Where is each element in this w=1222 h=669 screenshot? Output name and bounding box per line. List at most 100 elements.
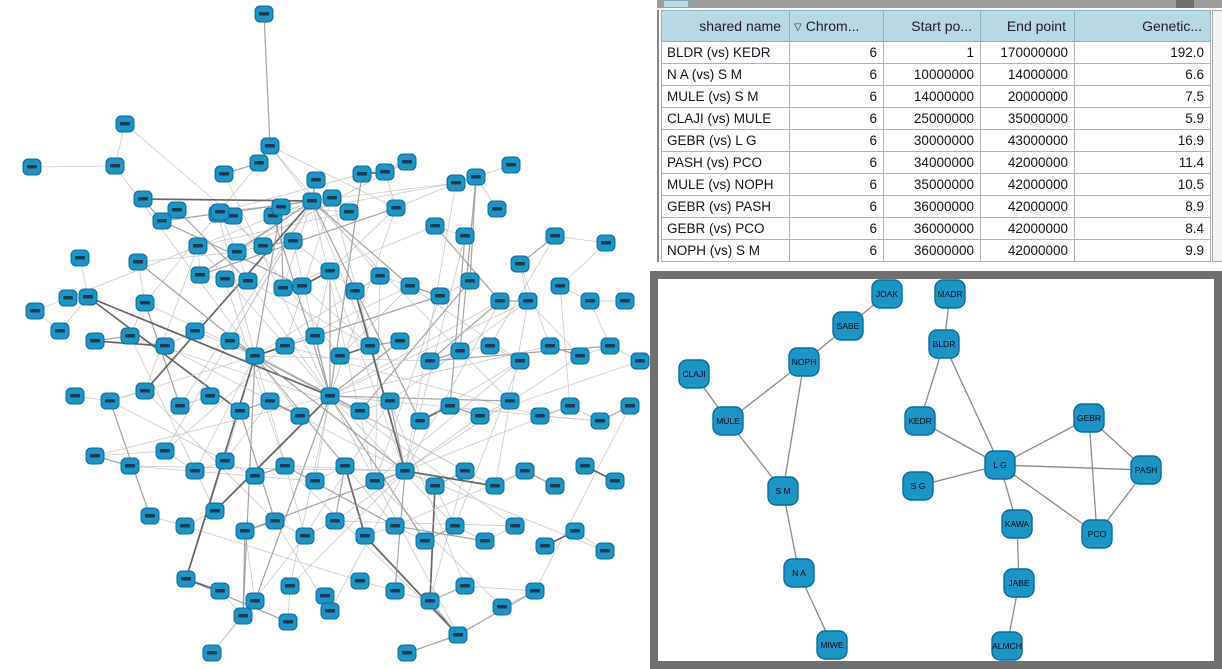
network-node-gebr[interactable]: GEBR — [1073, 403, 1105, 433]
network-node[interactable] — [350, 402, 370, 420]
network-node-almch[interactable]: ALMCH — [991, 631, 1023, 661]
table-cell[interactable]: 25000000 — [883, 107, 981, 130]
network-node[interactable] — [480, 337, 500, 355]
column-header-genetic[interactable]: Genetic... — [1074, 10, 1211, 42]
network-node[interactable] — [210, 203, 230, 221]
table-cell[interactable]: CLAJI (vs) MULE — [661, 107, 790, 130]
table-row[interactable]: N A (vs) S M 6 10000000 14000000 6.6 — [661, 63, 1211, 86]
network-node[interactable] — [420, 592, 440, 610]
table-cell[interactable]: GEBR (vs) L G — [661, 129, 790, 152]
network-node-noph[interactable]: NOPH — [788, 347, 820, 377]
table-row[interactable]: PASH (vs) PCO 6 34000000 42000000 11.4 — [661, 151, 1211, 174]
network-node[interactable] — [385, 582, 405, 600]
network-node[interactable] — [596, 234, 616, 252]
table-row[interactable]: GEBR (vs) PCO 6 36000000 42000000 8.4 — [661, 217, 1211, 240]
table-row[interactable]: NOPH (vs) S M 6 36000000 42000000 9.9 — [661, 239, 1211, 262]
network-node[interactable] — [385, 517, 405, 535]
network-node[interactable] — [120, 457, 140, 475]
network-node[interactable] — [570, 347, 590, 365]
table-cell[interactable]: 5.9 — [1074, 107, 1211, 130]
network-node[interactable] — [370, 267, 390, 285]
network-node-lg[interactable]: L G — [984, 450, 1016, 480]
table-cell[interactable]: 42000000 — [980, 239, 1075, 262]
network-node[interactable] — [305, 327, 325, 345]
network-node[interactable] — [550, 277, 570, 295]
network-node[interactable] — [360, 337, 380, 355]
network-node[interactable] — [210, 582, 230, 600]
network-node[interactable] — [260, 392, 280, 410]
network-node[interactable] — [475, 532, 495, 550]
network-node[interactable] — [500, 392, 520, 410]
network-node[interactable] — [615, 292, 635, 310]
table-cell[interactable]: 36000000 — [883, 239, 981, 262]
network-node[interactable] — [397, 153, 417, 171]
network-node[interactable] — [120, 327, 140, 345]
table-cell[interactable]: 16.9 — [1074, 129, 1211, 152]
network-node[interactable] — [22, 158, 42, 176]
network-node[interactable] — [595, 542, 615, 560]
network-node[interactable] — [85, 332, 105, 350]
network-node-sg[interactable]: S G — [902, 471, 934, 501]
network-node[interactable] — [135, 382, 155, 400]
network-node[interactable] — [501, 156, 521, 174]
table-row[interactable]: MULE (vs) NOPH 6 35000000 42000000 10.5 — [661, 173, 1211, 196]
network-node[interactable] — [65, 387, 85, 405]
table-cell[interactable]: 6 — [789, 173, 884, 196]
network-node[interactable] — [485, 477, 505, 495]
table-cell[interactable]: 35000000 — [980, 107, 1075, 130]
network-node[interactable] — [320, 387, 340, 405]
table-cell[interactable]: 20000000 — [980, 85, 1075, 108]
network-node-sabe[interactable]: SABE — [832, 311, 864, 341]
table-cell[interactable]: 10000000 — [883, 63, 981, 86]
network-node[interactable] — [448, 626, 468, 644]
table-cell[interactable]: 6 — [789, 85, 884, 108]
column-header-endpoint[interactable]: End point — [980, 10, 1075, 42]
network-node[interactable] — [365, 472, 385, 490]
network-node[interactable] — [265, 512, 285, 530]
network-node-mule[interactable]: MULE — [712, 406, 744, 436]
table-cell[interactable]: 6 — [789, 195, 884, 218]
network-node[interactable] — [425, 477, 445, 495]
network-node[interactable] — [540, 337, 560, 355]
network-node[interactable] — [510, 352, 530, 370]
network-node[interactable] — [105, 157, 125, 175]
network-node[interactable] — [175, 517, 195, 535]
network-node[interactable] — [525, 582, 545, 600]
network-node[interactable] — [535, 537, 555, 555]
network-node[interactable] — [245, 592, 265, 610]
network-node[interactable] — [355, 527, 375, 545]
table-cell[interactable]: 6 — [789, 129, 884, 152]
table-row[interactable]: GEBR (vs) L G 6 30000000 43000000 16.9 — [661, 129, 1211, 152]
network-node[interactable] — [230, 402, 250, 420]
table-cell[interactable]: 43000000 — [980, 129, 1075, 152]
network-node[interactable] — [260, 137, 280, 155]
network-node[interactable] — [233, 607, 253, 625]
network-node[interactable] — [133, 190, 153, 208]
network-node[interactable] — [455, 227, 475, 245]
table-cell[interactable]: 7.5 — [1074, 85, 1211, 108]
network-node[interactable] — [345, 282, 365, 300]
table-cell[interactable]: BLDR (vs) KEDR — [661, 41, 790, 64]
network-node[interactable] — [335, 457, 355, 475]
table-cell[interactable]: 8.9 — [1074, 195, 1211, 218]
network-node[interactable] — [200, 387, 220, 405]
network-node[interactable] — [375, 163, 395, 181]
table-cell[interactable]: NOPH (vs) S M — [661, 239, 790, 262]
table-cell[interactable]: 10.5 — [1074, 173, 1211, 196]
network-node[interactable] — [253, 237, 273, 255]
network-node[interactable] — [140, 507, 160, 525]
network-node[interactable] — [320, 262, 340, 280]
table-cell[interactable]: 6 — [789, 151, 884, 174]
network-node[interactable] — [620, 397, 640, 415]
network-node[interactable] — [575, 457, 595, 475]
network-node[interactable] — [155, 442, 175, 460]
table-row[interactable]: CLAJI (vs) MULE 6 25000000 35000000 5.9 — [661, 107, 1211, 130]
table-tab-fragment[interactable] — [663, 0, 689, 8]
column-header-chrom[interactable]: ▽ Chrom... — [789, 10, 884, 42]
network-node[interactable] — [283, 232, 303, 250]
network-node[interactable] — [565, 522, 585, 540]
network-node[interactable] — [386, 199, 406, 217]
network-node[interactable] — [339, 203, 359, 221]
table-cell[interactable]: 35000000 — [883, 173, 981, 196]
network-node[interactable] — [295, 527, 315, 545]
